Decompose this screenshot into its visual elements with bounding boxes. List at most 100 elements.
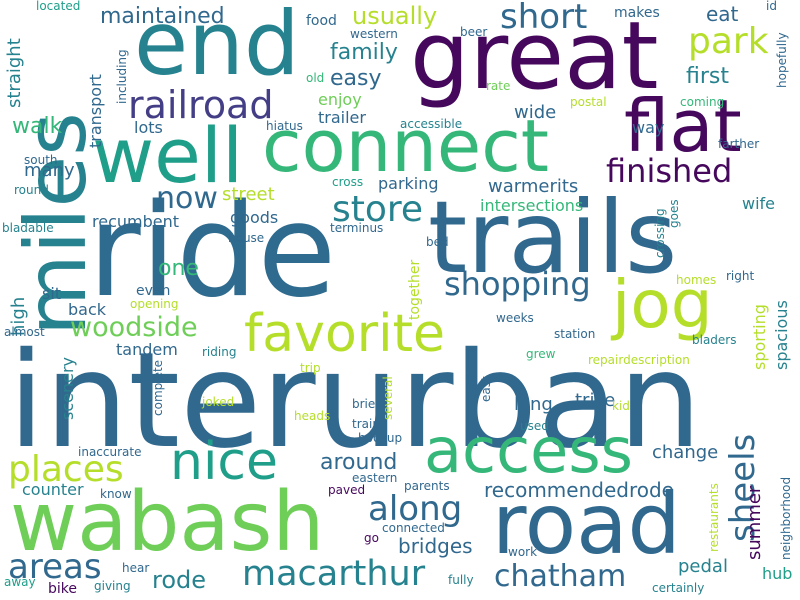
word-flat: flat — [624, 84, 742, 168]
word-trike: trike — [575, 390, 616, 411]
word-now: now — [156, 181, 218, 216]
word-opening: opening — [130, 297, 179, 311]
word-hub: hub — [762, 564, 793, 583]
word-recommendedrode: recommendedrode — [484, 478, 674, 502]
word-parents: parents — [404, 479, 450, 493]
word-great: great — [410, 2, 659, 111]
word-terminus: terminus — [330, 221, 384, 235]
word-hiatus: hiatus — [266, 119, 303, 133]
word-away: away — [4, 575, 36, 589]
word-accessible: accessible — [400, 117, 463, 131]
word-hookup: hookup — [358, 431, 403, 445]
word-almost: almost — [4, 325, 45, 339]
word-weeks: weeks — [496, 311, 534, 325]
word-back: back — [68, 300, 107, 319]
word-around: around — [320, 450, 398, 475]
word-know: know — [100, 487, 132, 501]
word-connect: connect — [262, 104, 550, 188]
word-nice: nice — [170, 432, 278, 492]
word-many: many — [24, 160, 75, 181]
word-eastern: eastern — [352, 471, 398, 485]
word-riding: riding — [202, 345, 237, 359]
word-postal: postal — [570, 95, 607, 109]
word-eat: eat — [706, 2, 739, 26]
word-beer: beer — [460, 25, 488, 39]
word-street: street — [222, 184, 275, 205]
word-store: store — [332, 189, 424, 230]
word-change: change — [652, 442, 719, 463]
word-maintained: maintained — [100, 4, 225, 29]
word-inaccurate: inaccurate — [78, 445, 142, 459]
word-favorite: favorite — [244, 304, 445, 364]
word-woodside: woodside — [70, 312, 198, 343]
word-heads: heads — [294, 409, 331, 423]
word-train: train — [352, 417, 380, 431]
word-several: several — [381, 376, 395, 420]
word-one: one — [158, 256, 199, 281]
word-used: used — [520, 419, 549, 433]
word-including: including — [115, 49, 129, 104]
word-sit: sit — [42, 284, 62, 303]
word-work: work — [508, 545, 538, 559]
word-easy: easy — [330, 66, 382, 91]
word-scenery: scenery — [58, 356, 77, 420]
word-go: go — [364, 531, 379, 545]
word-park: park — [688, 21, 769, 62]
word-complete: complete — [151, 359, 165, 416]
word-paved: paved — [328, 483, 366, 497]
word-grew: grew — [526, 347, 556, 361]
word-spacious: spacious — [772, 300, 791, 370]
word-hopefully: hopefully — [775, 32, 789, 88]
word-round: round — [14, 183, 49, 197]
word-hear: hear — [122, 561, 150, 575]
word-bladable: bladable — [2, 221, 54, 235]
word-tandem: tandem — [116, 340, 178, 359]
word-jog: jog — [612, 266, 713, 343]
word-giving: giving — [94, 579, 131, 593]
word-crossing: crossing — [653, 208, 667, 258]
word-bladers: bladers — [692, 333, 737, 347]
word-short: short — [500, 0, 588, 37]
word-along: along — [368, 489, 463, 529]
word-ride: ride — [88, 177, 337, 326]
word-kid: kid — [612, 399, 630, 413]
word-together: together — [407, 259, 423, 320]
word-finished: finished — [606, 152, 733, 190]
word-east: east — [479, 376, 493, 402]
word-homes: homes — [676, 273, 717, 287]
word-wabash: wabash — [10, 475, 325, 570]
word-joked: joked — [202, 395, 235, 409]
word-enjoy: enjoy — [318, 90, 362, 109]
word-trails: trails — [428, 179, 678, 296]
word-brief: brief — [352, 397, 380, 411]
word-farther: farther — [718, 137, 760, 151]
word-walk: walk — [12, 114, 63, 139]
word-neighborhood: neighborhood — [779, 476, 793, 560]
word-restaurants: restaurants — [707, 483, 721, 552]
word-station: station — [554, 327, 596, 341]
word-trailer: trailer — [318, 108, 366, 127]
word-usually: usually — [352, 2, 438, 30]
word-wide: wide — [514, 102, 557, 123]
word-shopping: shopping — [444, 265, 591, 303]
word-intersections: intersections — [480, 196, 584, 215]
word-even: even — [136, 283, 171, 299]
word-rate: rate — [486, 79, 511, 93]
word-summer: summer — [744, 485, 765, 560]
word-bike: bike — [48, 581, 77, 597]
word-goes: goes — [667, 199, 681, 228]
word-coming: coming — [680, 95, 725, 109]
word-certainly: certainly — [652, 581, 705, 595]
word-id: id — [766, 0, 777, 13]
word-house: house — [228, 231, 265, 245]
word-warmerits: warmerits — [488, 176, 579, 197]
word-fully: fully — [448, 573, 474, 587]
word-western: western — [350, 27, 398, 41]
word-places: places — [8, 449, 124, 490]
word-makes: makes — [614, 5, 660, 21]
word-sporting: sporting — [750, 304, 769, 370]
word-chatham: chatham — [494, 559, 627, 594]
word-family: family — [330, 40, 398, 65]
word-access: access — [424, 414, 633, 487]
